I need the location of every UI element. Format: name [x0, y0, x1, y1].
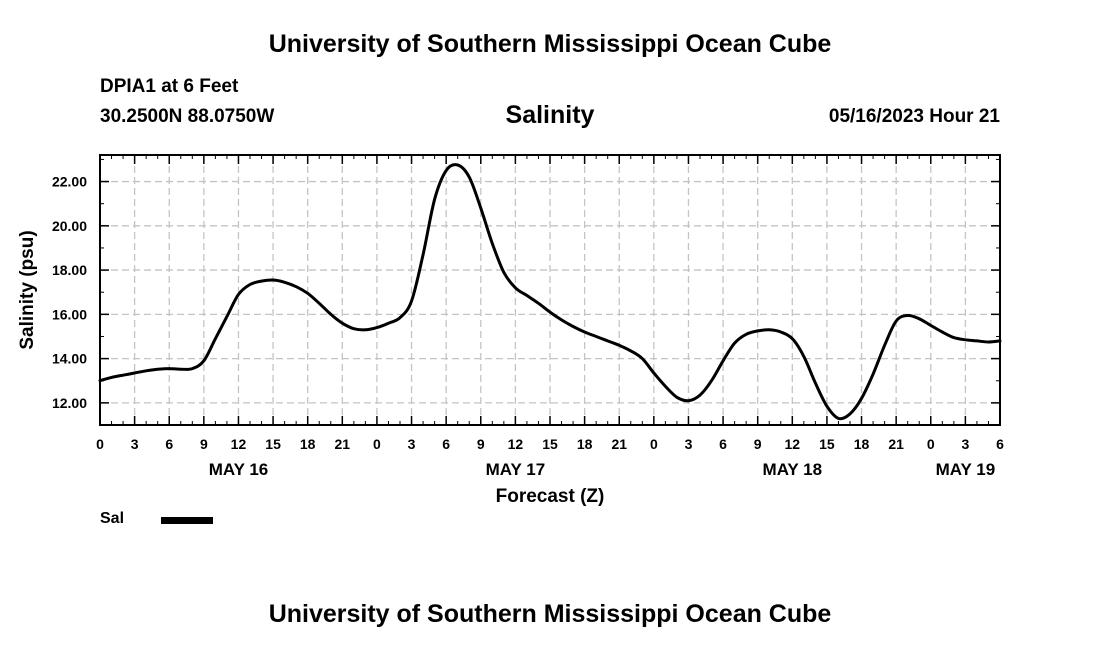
footer-title: University of Southern Mississippi Ocean… — [268, 600, 832, 628]
x-axis-label: Forecast (Z) — [496, 486, 605, 507]
x-tick-label: 15 — [542, 436, 558, 452]
y-axis-label: Salinity (psu) — [17, 230, 38, 349]
x-tick-label: 9 — [754, 436, 762, 452]
x-tick-label: 12 — [785, 436, 801, 452]
y-tick-label: 16.00 — [52, 306, 87, 322]
x-tick-label: 6 — [719, 436, 727, 452]
x-tick-label: 18 — [854, 436, 870, 452]
x-tick-label: 18 — [300, 436, 316, 452]
x-tick-label: 12 — [231, 436, 247, 452]
x-tick-label: 15 — [819, 436, 835, 452]
x-tick-label: 0 — [96, 436, 104, 452]
x-tick-label: 18 — [577, 436, 593, 452]
station-coordinates: 30.2500N 88.0750W — [100, 106, 275, 127]
chart-title: Salinity — [505, 101, 595, 129]
legend-label: Sal — [100, 510, 125, 527]
forecast-timestamp: 05/16/2023 Hour 21 — [828, 106, 1000, 127]
x-tick-label: 9 — [200, 436, 208, 452]
x-tick-label: 3 — [408, 436, 416, 452]
date-label: MAY 16 — [209, 460, 269, 479]
x-tick-label: 6 — [165, 436, 173, 452]
x-tick-label: 6 — [996, 436, 1004, 452]
x-tick-label: 12 — [508, 436, 524, 452]
x-tick-label: 21 — [335, 436, 351, 452]
y-tick-label: 14.00 — [52, 351, 87, 367]
x-tick-label: 15 — [265, 436, 281, 452]
x-tick-label: 3 — [685, 436, 693, 452]
x-tick-label: 3 — [961, 436, 969, 452]
legend-swatch — [161, 517, 213, 524]
x-tick-label: 21 — [611, 436, 627, 452]
x-tick-label: 0 — [927, 436, 935, 452]
x-tick-label: 3 — [131, 436, 139, 452]
series-line-sal — [98, 163, 1002, 421]
axis-labels: 0 3 6 9 12 15 18 21 0 3 6 9 12 15 18 21 0 3 6 9 12 15 18 21 0 3 6 1… — [52, 174, 1004, 479]
grid — [100, 155, 1000, 425]
y-tick-label: 20.00 — [52, 218, 87, 234]
x-tick-label: 21 — [888, 436, 904, 452]
plot-frame — [99, 154, 1001, 426]
x-tick-label: 0 — [650, 436, 658, 452]
date-label: MAY 17 — [486, 460, 546, 479]
y-tick-label: 22.00 — [52, 174, 87, 190]
x-tick-label: 6 — [442, 436, 450, 452]
date-label: MAY 19 — [936, 460, 996, 479]
y-tick-label: 12.00 — [52, 395, 87, 411]
main-title: University of Southern Mississippi Ocean… — [268, 30, 832, 58]
date-label: MAY 18 — [763, 460, 823, 479]
y-tick-label: 18.00 — [52, 262, 87, 278]
x-tick-label: 9 — [477, 436, 485, 452]
x-tick-label: 0 — [373, 436, 381, 452]
station-name: DPIA1 at 6 Feet — [100, 76, 239, 97]
